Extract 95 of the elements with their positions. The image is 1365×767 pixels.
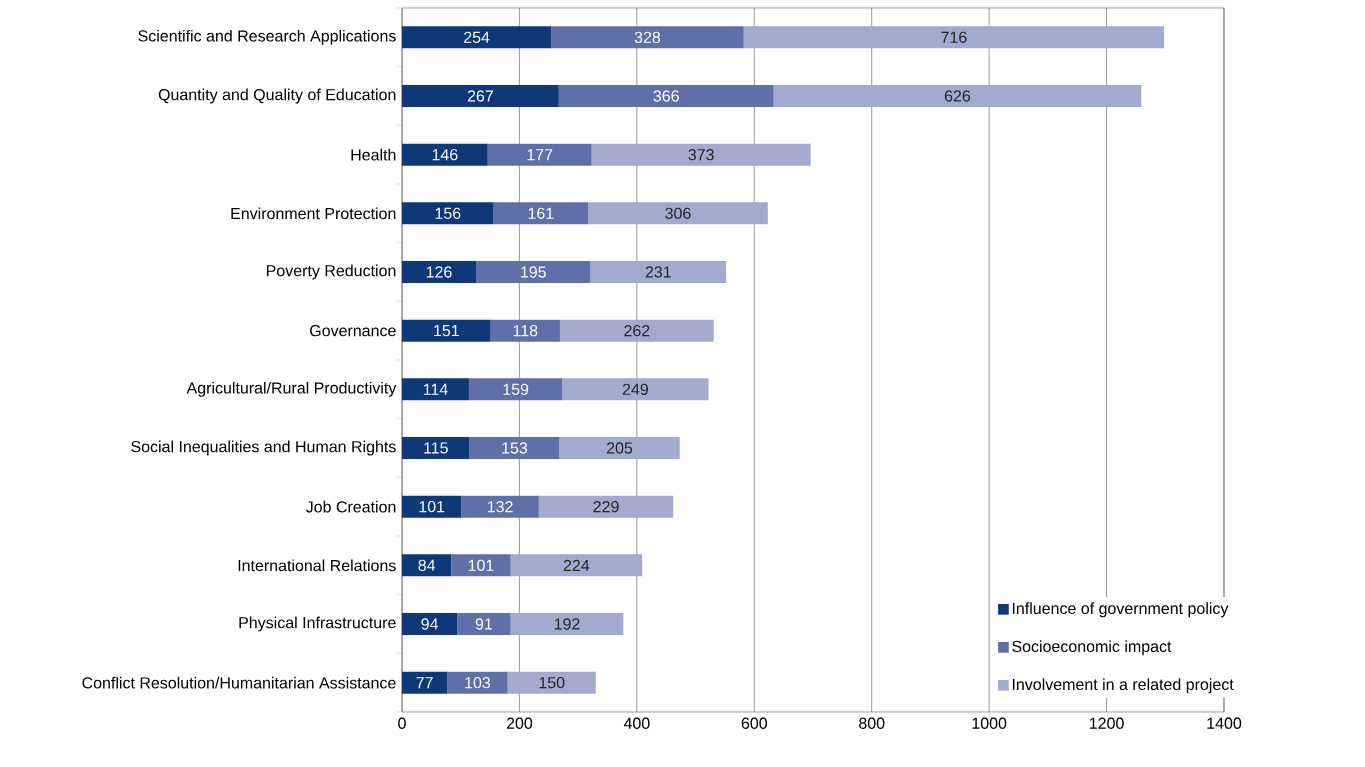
x-tick-label: 400	[623, 717, 650, 729]
bar	[475, 261, 591, 283]
bar	[538, 495, 674, 518]
x-tick-label: 600	[741, 717, 768, 729]
bar	[468, 378, 563, 401]
bar	[558, 85, 774, 107]
data-label: 373	[688, 149, 714, 161]
data-label: 156	[435, 207, 461, 219]
x-tick-label: 1000	[972, 717, 1007, 729]
y-tick-label: Health	[351, 148, 396, 161]
bar	[507, 671, 596, 694]
data-label: 161	[528, 207, 554, 219]
bar	[457, 612, 511, 635]
data-label: 177	[527, 149, 553, 161]
bar	[510, 554, 643, 577]
data-label: 101	[419, 500, 445, 513]
data-label: 231	[645, 266, 671, 278]
data-label: 224	[563, 559, 590, 571]
data-label: 126	[426, 266, 452, 278]
y-tick-label: Agricultural/Rural Productivity	[186, 381, 397, 397]
data-label: 195	[521, 266, 546, 278]
bar	[591, 143, 811, 166]
data-label: 159	[503, 383, 529, 395]
bar	[402, 436, 470, 459]
data-label: 205	[606, 442, 633, 454]
bar	[743, 26, 1165, 49]
data-label: 229	[593, 500, 619, 513]
bar	[451, 554, 511, 577]
bar	[559, 319, 714, 342]
bar	[402, 378, 469, 401]
data-label: 151	[434, 325, 459, 337]
legend-label: Socioeconomic impact	[1012, 640, 1172, 656]
bar	[510, 612, 624, 635]
x-tick-label: 800	[859, 717, 885, 729]
data-label: 153	[502, 442, 528, 454]
x-tick-label: 1200	[1089, 717, 1124, 729]
bar	[469, 436, 560, 459]
bar	[562, 378, 709, 401]
bar	[402, 612, 458, 635]
data-label: 91	[475, 618, 493, 630]
data-label: 77	[416, 677, 433, 689]
bar	[773, 85, 1142, 107]
bar	[402, 671, 448, 694]
bar	[590, 261, 727, 283]
y-tick-label: Physical Infrastructure	[239, 616, 396, 632]
data-label: 254	[464, 31, 490, 43]
y-tick-label: Quantity and Quality of Education	[158, 88, 396, 104]
data-label: 626	[944, 90, 971, 102]
bar	[402, 554, 452, 577]
bar	[493, 202, 589, 225]
y-tick-label: Social Inequalities and Human Rights	[131, 440, 396, 456]
data-label: 114	[423, 383, 448, 395]
y-tick-label: International Relations	[238, 559, 396, 572]
data-label: 150	[539, 676, 565, 689]
data-label: 84	[418, 559, 436, 571]
bar	[461, 495, 539, 518]
x-tick-label: 0	[398, 717, 406, 729]
bar	[487, 143, 592, 166]
y-tick-label: Job Creation	[305, 500, 396, 513]
data-label: 115	[424, 442, 448, 454]
data-label: 118	[513, 325, 538, 337]
bar	[402, 261, 476, 283]
y-tick-label: Environment Protection	[231, 207, 396, 220]
y-tick-label: Poverty Reduction	[266, 264, 396, 280]
bar	[402, 319, 491, 342]
data-label: 267	[467, 90, 493, 102]
data-label: 306	[665, 207, 691, 219]
y-tick-label: Conflict Resolution/Humanitarian Assistance	[82, 676, 396, 689]
data-label: 132	[487, 500, 513, 513]
data-label: 249	[622, 383, 648, 395]
data-label: 101	[468, 559, 494, 571]
legend-label: Influence of government policy	[1012, 602, 1229, 618]
x-tick-label: 1400	[1207, 717, 1242, 729]
data-label: 94	[421, 618, 439, 630]
bar	[559, 436, 680, 459]
data-label: 328	[634, 31, 661, 43]
data-label: 192	[554, 618, 580, 630]
data-label: 366	[653, 90, 679, 102]
bar	[551, 26, 744, 49]
x-tick-label: 200	[506, 717, 533, 729]
data-label: 716	[941, 31, 967, 43]
bar	[447, 671, 508, 694]
y-tick-label: Scientific and Research Applications	[138, 29, 396, 45]
legend-label: Involvement in a related project	[1012, 678, 1234, 694]
data-label: 103	[465, 676, 491, 689]
data-label: 262	[624, 325, 650, 337]
bar	[588, 202, 768, 225]
y-tick-label: Governance	[310, 325, 396, 337]
bar	[402, 85, 559, 107]
data-label: 146	[432, 149, 458, 161]
bar	[490, 319, 560, 342]
bar	[402, 495, 462, 518]
bar	[402, 143, 488, 166]
bar	[402, 26, 552, 49]
bar	[402, 202, 494, 225]
